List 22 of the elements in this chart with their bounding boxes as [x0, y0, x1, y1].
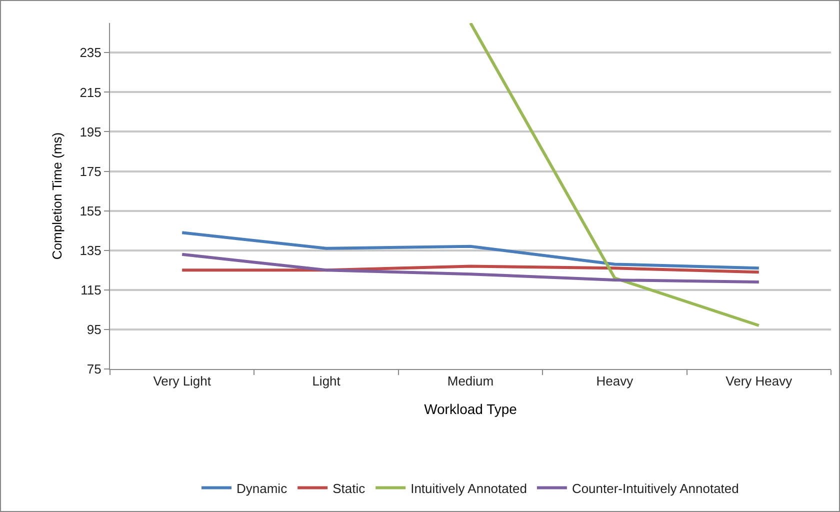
x-tick-label: Heavy: [596, 374, 634, 389]
y-tick-label: 155: [80, 203, 102, 218]
x-tick-label: Very Light: [153, 374, 212, 389]
legend-label: Counter-Intuitively Annotated: [572, 480, 739, 496]
legend-label: Static: [332, 480, 366, 496]
legend-label: Intuitively Annotated: [410, 480, 527, 496]
line-series: [180, 252, 760, 284]
line-series: [180, 231, 760, 270]
y-tick-label: 175: [80, 164, 102, 179]
x-tick-label: Light: [312, 374, 341, 389]
y-tick-label: 215: [80, 84, 102, 100]
y-tick-label: 235: [80, 45, 102, 60]
y-tick-label: 95: [86, 322, 102, 338]
x-axis-title: Workload Type: [424, 400, 518, 417]
x-tick-label: Very Heavy: [726, 374, 793, 389]
y-tick-label: 195: [80, 124, 102, 140]
y-tick-label: 135: [80, 242, 102, 258]
y-tick-label: 115: [80, 282, 102, 298]
x-tick-label: Medium: [447, 374, 494, 389]
y-axis-title: Completion Time (ms): [50, 132, 65, 260]
y-tick-label: 75: [86, 362, 102, 377]
legend-label: Dynamic: [236, 480, 288, 496]
